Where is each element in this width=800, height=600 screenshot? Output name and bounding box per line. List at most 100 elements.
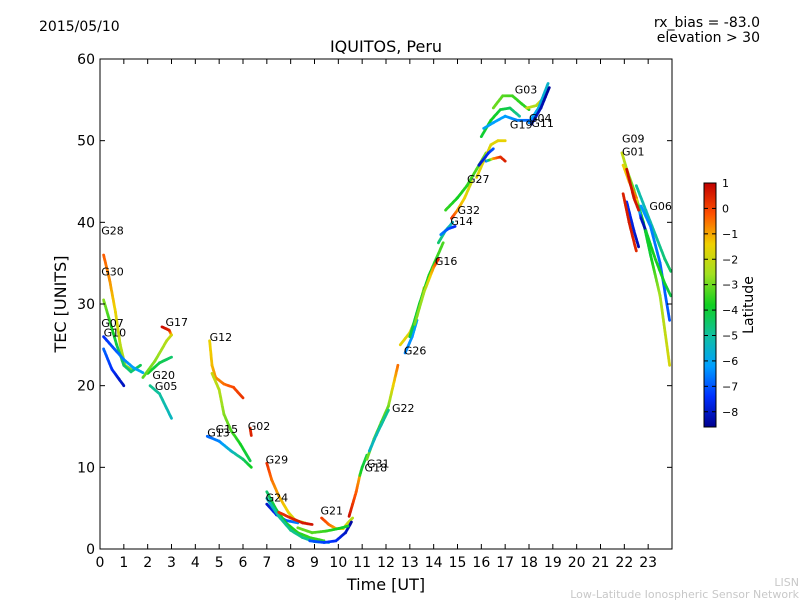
lisn-label: LISN: [774, 576, 799, 589]
satellite-label: G11: [531, 117, 554, 130]
date-label: 2015/05/10: [39, 19, 120, 35]
series-G12: [208, 339, 245, 400]
series-G17: [141, 325, 173, 379]
y-tick-label: 60: [77, 52, 95, 68]
y-tick-label: 10: [77, 460, 95, 476]
data-point: [451, 220, 455, 224]
x-tick-label: 3: [167, 555, 176, 571]
satellite-label: G12: [210, 331, 233, 344]
satellite-label: G26: [404, 345, 427, 358]
x-tick-label: 22: [615, 555, 633, 571]
y-tick-label: 50: [77, 134, 95, 150]
satellite-label: G31: [367, 457, 390, 470]
data-point: [518, 114, 521, 118]
satellite-label: G18: [365, 461, 388, 474]
network-name-label: Low-Latitude Ionospheric Sensor Network: [570, 588, 799, 600]
data-point: [491, 147, 495, 151]
series-G10: [102, 347, 126, 388]
satellite-label: G07: [101, 317, 124, 330]
satellite-label: G05: [155, 380, 178, 393]
x-tick-label: 14: [425, 555, 443, 571]
colorbar-tick-label: −3: [722, 279, 738, 292]
x-tick-label: 6: [239, 555, 248, 571]
data-point: [170, 355, 173, 359]
series-G06: [634, 184, 672, 273]
x-tick-label: 20: [568, 555, 586, 571]
satellite-label: G22: [392, 402, 415, 415]
series-G31: [347, 474, 362, 518]
satellite-label: G17: [166, 316, 189, 329]
series-G21b: [308, 520, 353, 544]
data-point: [139, 363, 142, 367]
series-G27d: [477, 147, 495, 167]
y-tick-label: 0: [86, 542, 95, 558]
data-point: [503, 139, 507, 143]
plot-frame: [99, 58, 673, 550]
rx-bias-label: rx_bias = -83.0: [654, 15, 760, 31]
series-G30: [102, 298, 142, 374]
series-G01d: [625, 167, 640, 212]
data-point: [396, 363, 400, 367]
colorbar-tick-label: −4: [722, 304, 738, 317]
data-point: [668, 318, 671, 322]
y-tick-label: 30: [77, 297, 95, 313]
x-tick-label: 4: [191, 555, 200, 571]
y-tick-label: 20: [77, 379, 95, 395]
x-tick-label: 21: [592, 555, 610, 571]
colorbar-tick-label: −5: [722, 330, 738, 343]
data-point: [249, 434, 253, 437]
satellite-label: G20: [152, 369, 175, 382]
satellite-label: G06: [649, 200, 672, 213]
satellite-label: G27: [467, 173, 490, 186]
data-point: [547, 86, 551, 89]
data-point: [350, 520, 353, 524]
series-G19b: [482, 114, 531, 130]
data-point: [637, 208, 640, 212]
data-point: [546, 82, 550, 85]
data-point: [453, 225, 457, 228]
data-point: [249, 465, 253, 469]
colorbar-label: Latitude: [741, 276, 757, 334]
data-point: [637, 245, 640, 249]
satellite-label: G29: [266, 453, 289, 466]
colorbar-tick-label: −8: [722, 406, 738, 419]
series-G11: [530, 86, 551, 126]
data-point: [503, 159, 507, 163]
x-tick-label: 19: [544, 555, 562, 571]
series-G03: [491, 94, 531, 111]
satellite-label: G30: [101, 265, 124, 278]
satellite-label: G01: [622, 145, 645, 158]
x-tick-label: 8: [286, 555, 295, 571]
data-point: [310, 523, 314, 526]
data-point: [122, 384, 126, 388]
data-point: [441, 241, 445, 245]
colorbar-tick-label: −6: [722, 355, 738, 368]
satellite-label: G02: [248, 420, 271, 433]
x-tick-label: 2: [143, 555, 152, 571]
satellite-label: G21: [320, 505, 343, 518]
x-tick-label: 13: [401, 555, 419, 571]
satellite-label: G13: [207, 426, 230, 439]
series-G24d: [277, 510, 314, 526]
data-point: [170, 416, 173, 420]
satellite-label: G28: [101, 225, 124, 238]
satellite-label: G03: [515, 83, 538, 96]
series-G15: [210, 372, 252, 463]
colorbar-ticks: 1 0 −1 −2 −3 −4 −5 −6 −7 −8: [704, 177, 738, 419]
satellite-label: G19: [510, 118, 533, 131]
satellite-label: G09: [622, 132, 645, 145]
x-tick-label: 16: [472, 555, 490, 571]
series-G14b: [439, 225, 457, 237]
series-G32: [450, 180, 474, 220]
x-tick-label: 18: [520, 555, 538, 571]
x-tick-label: 11: [353, 555, 371, 571]
series-G22b: [367, 408, 390, 453]
series-G28: [102, 253, 133, 371]
data-point: [346, 524, 350, 528]
x-tick-label: 5: [215, 555, 224, 571]
colorbar-tick-label: −7: [722, 380, 738, 393]
satellite-label: G10: [104, 327, 127, 340]
series-G02: [248, 426, 253, 437]
